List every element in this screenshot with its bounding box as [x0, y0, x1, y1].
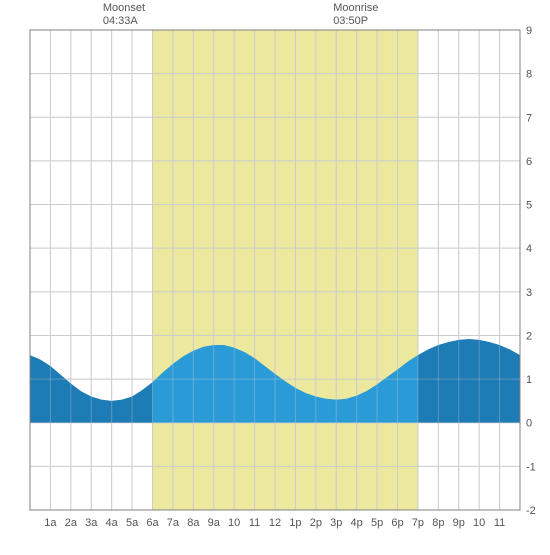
- moonset-title: Moonset: [103, 2, 145, 14]
- svg-text:4: 4: [526, 243, 532, 255]
- svg-text:5: 5: [526, 200, 532, 212]
- moonset-time: 04:33A: [103, 15, 138, 27]
- top-labels: Moonset 04:33A Moonrise 03:50P: [0, 0, 550, 30]
- svg-text:4p: 4p: [351, 517, 363, 529]
- moonrise-title: Moonrise: [333, 2, 378, 14]
- moonrise-label: Moonrise 03:50P: [333, 2, 378, 28]
- svg-text:10: 10: [473, 517, 485, 529]
- svg-text:7p: 7p: [412, 517, 424, 529]
- svg-text:7a: 7a: [167, 517, 180, 529]
- svg-text:6: 6: [526, 156, 532, 168]
- svg-text:3: 3: [526, 287, 532, 299]
- svg-text:1: 1: [526, 374, 532, 386]
- svg-text:-2: -2: [526, 505, 536, 517]
- svg-text:5a: 5a: [126, 517, 139, 529]
- svg-text:5p: 5p: [371, 517, 383, 529]
- svg-text:3p: 3p: [330, 517, 342, 529]
- svg-text:2p: 2p: [310, 517, 322, 529]
- svg-text:11: 11: [494, 517, 505, 529]
- tide-chart: -2-101234567891a2a3a4a5a6a7a8a9a1011121p…: [0, 0, 550, 550]
- svg-text:-1: -1: [526, 461, 536, 473]
- svg-text:11: 11: [249, 517, 260, 529]
- svg-text:6a: 6a: [146, 517, 159, 529]
- svg-text:2: 2: [526, 330, 532, 342]
- svg-text:0: 0: [526, 418, 532, 430]
- svg-text:9a: 9a: [208, 517, 221, 529]
- svg-text:2a: 2a: [65, 517, 78, 529]
- svg-text:1p: 1p: [289, 517, 301, 529]
- moonset-label: Moonset 04:33A: [103, 2, 145, 28]
- svg-text:8: 8: [526, 69, 532, 81]
- svg-text:4a: 4a: [106, 517, 119, 529]
- svg-text:9p: 9p: [453, 517, 465, 529]
- svg-text:10: 10: [228, 517, 240, 529]
- svg-text:12: 12: [269, 517, 281, 529]
- svg-text:3a: 3a: [85, 517, 98, 529]
- svg-text:6p: 6p: [391, 517, 403, 529]
- svg-text:7: 7: [526, 112, 532, 124]
- svg-text:8a: 8a: [187, 517, 200, 529]
- moonrise-time: 03:50P: [333, 15, 368, 27]
- tide-chart-container: -2-101234567891a2a3a4a5a6a7a8a9a1011121p…: [0, 0, 550, 550]
- svg-text:8p: 8p: [432, 517, 444, 529]
- svg-text:1a: 1a: [44, 517, 57, 529]
